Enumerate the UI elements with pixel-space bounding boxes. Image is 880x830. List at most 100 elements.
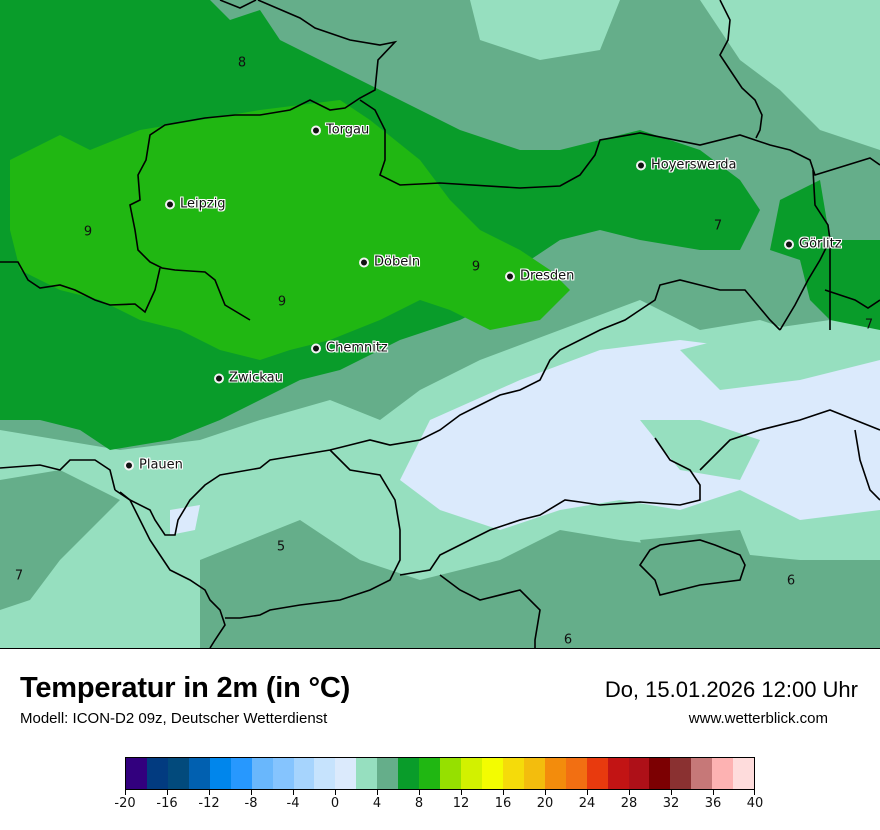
color-scale-segment (691, 758, 713, 789)
temperature-map: Torgau Leipzig Hoyerswerda Görlitz Döbel… (0, 0, 880, 649)
temperature-field (0, 0, 880, 648)
city-dot-icon (124, 460, 134, 470)
city-dot-icon (784, 239, 794, 249)
tick-mark (251, 790, 252, 795)
city-dot-icon (505, 271, 515, 281)
tick-mark (671, 790, 672, 795)
isotherm-label: 7 (864, 317, 874, 333)
color-scale-segment (523, 758, 545, 789)
tick-label: 32 (662, 796, 680, 811)
color-scale-segment (230, 758, 252, 789)
city-marker-plauen: Plauen (124, 458, 183, 473)
city-label: Döbeln (374, 254, 421, 270)
color-scale-segment (461, 758, 482, 789)
color-scale-segment (670, 758, 692, 789)
forecast-datetime: Do, 15.01.2026 12:00 Uhr (604, 677, 858, 702)
tick-mark (293, 790, 294, 795)
color-scale-segment (565, 758, 587, 789)
city-label: Görlitz (799, 236, 842, 252)
color-scale-segment (146, 758, 168, 789)
color-scale-segment (293, 758, 315, 789)
city-marker-dresden: Dresden (505, 269, 574, 284)
color-scale-segment (188, 758, 210, 789)
isotherm-label: 7 (713, 218, 723, 234)
city-marker-leipzig: Leipzig (165, 197, 226, 212)
city-marker-zwickau: Zwickau (214, 371, 283, 386)
city-dot-icon (311, 343, 321, 353)
color-scale-segment (649, 758, 671, 789)
color-scale-segment (628, 758, 650, 789)
city-dot-icon (359, 257, 369, 267)
isotherm-label: 7 (14, 568, 24, 584)
isotherm-label: 9 (277, 294, 287, 310)
tick-mark (419, 790, 420, 795)
city-label: Zwickau (229, 370, 283, 386)
color-scale-bar (125, 757, 755, 790)
tick-mark (167, 790, 168, 795)
tick-label: 0 (330, 796, 340, 811)
tick-label: -4 (286, 796, 300, 811)
color-scale-segment (544, 758, 566, 789)
tick-mark (377, 790, 378, 795)
city-label: Torgau (326, 122, 370, 138)
tick-mark (754, 790, 755, 795)
city-dot-icon (165, 199, 175, 209)
city-label: Chemnitz (326, 340, 388, 356)
tick-mark (629, 790, 630, 795)
tick-label: -12 (198, 796, 220, 811)
city-dot-icon (214, 373, 224, 383)
model-info: Modell: ICON-D2 09z, Deutscher Wetterdie… (20, 710, 328, 727)
tick-mark (335, 790, 336, 795)
color-scale-segment (398, 758, 420, 789)
city-marker-torgau: Torgau (311, 123, 369, 138)
website-link[interactable]: www.wetterblick.com (688, 710, 828, 727)
color-scale-segment (607, 758, 629, 789)
city-marker-doebeln: Döbeln (359, 255, 420, 270)
tick-label: -16 (156, 796, 178, 811)
tick-label: 36 (704, 796, 722, 811)
tick-mark (503, 790, 504, 795)
color-scale-segment (419, 758, 441, 789)
city-label: Plauen (139, 457, 183, 473)
color-scale-ticks: -20 -16 -12 -8 -4 0 4 8 12 16 20 24 28 32 36 40 (114, 790, 763, 820)
city-label: Dresden (520, 268, 575, 284)
color-scale-segment (502, 758, 524, 789)
color-scale-segment (481, 758, 503, 789)
city-marker-hoyerswerda: Hoyerswerda (636, 158, 737, 173)
tick-label: -8 (244, 796, 258, 811)
tick-label: 40 (746, 796, 764, 811)
tick-mark (125, 790, 126, 795)
color-scale-segment (209, 758, 231, 789)
color-scale-segment (126, 758, 147, 789)
isotherm-label: 8 (237, 55, 247, 71)
tick-label: 28 (620, 796, 638, 811)
tick-label: 8 (414, 796, 424, 811)
isotherm-label: 6 (563, 632, 573, 648)
color-scale-segment (335, 758, 357, 789)
color-scale-segment (272, 758, 294, 789)
tick-label: 24 (578, 796, 596, 811)
color-scale-segment (251, 758, 273, 789)
color-scale-segment (733, 758, 755, 789)
city-marker-chemnitz: Chemnitz (311, 341, 388, 356)
tick-label: 16 (494, 796, 512, 811)
color-scale-segment (586, 758, 608, 789)
city-marker-goerlitz: Görlitz (784, 237, 842, 252)
color-scale-segment (314, 758, 336, 789)
color-scale-segment (377, 758, 399, 789)
tick-label: -20 (114, 796, 136, 811)
city-dot-icon (311, 125, 321, 135)
isotherm-label: 9 (471, 259, 481, 275)
color-scale-segment (167, 758, 189, 789)
isotherm-label: 9 (83, 224, 93, 240)
tick-label: 12 (452, 796, 470, 811)
tick-mark (545, 790, 546, 795)
tick-mark (209, 790, 210, 795)
color-scale-segment (440, 758, 461, 789)
tick-label: 4 (372, 796, 382, 811)
tick-label: 20 (536, 796, 554, 811)
isotherm-label: 5 (276, 539, 286, 555)
city-label: Leipzig (180, 196, 226, 212)
color-scale-segment (712, 758, 734, 789)
chart-title: Temperatur in 2m (in °C) (20, 672, 351, 704)
